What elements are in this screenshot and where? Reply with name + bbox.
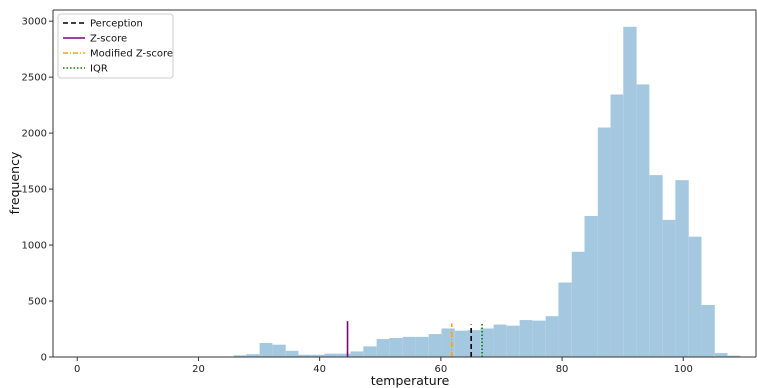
- plot-axes: [52, 9, 757, 358]
- histogram-bar: [428, 334, 442, 357]
- histogram-bar: [623, 26, 637, 358]
- threshold-lines: [346, 321, 483, 357]
- y-tick-label: 2500: [22, 73, 47, 84]
- histogram-bar: [285, 350, 299, 357]
- y-axis-ticks: 0 500 1000 1500 2000 2500 3000: [22, 17, 53, 364]
- histogram-bar: [272, 344, 286, 357]
- histogram-bar: [480, 328, 494, 357]
- y-tick-label: 1500: [22, 185, 47, 196]
- legend-label-z-score: Z-score: [90, 34, 127, 45]
- legend-label-perception: Perception: [90, 19, 143, 30]
- x-tick-label: 60: [434, 364, 447, 375]
- histogram-bar: [259, 343, 273, 357]
- y-tick-label: 0: [41, 353, 47, 364]
- histogram-bar: [441, 328, 455, 357]
- histogram-bar: [519, 320, 533, 357]
- histogram-bar: [649, 175, 663, 357]
- histogram-bar: [675, 180, 689, 357]
- x-axis-ticks: 0 20 40 60 80 100: [74, 357, 693, 375]
- histogram-bars: [233, 26, 741, 358]
- histogram-bar: [662, 219, 676, 357]
- histogram-bar: [233, 355, 247, 357]
- legend-label-iqr: IQR: [90, 64, 108, 75]
- y-tick-label: 1000: [22, 241, 47, 252]
- histogram-bar: [467, 330, 481, 357]
- histogram-bar: [532, 320, 546, 357]
- x-tick-label: 20: [192, 364, 205, 375]
- histogram-bar: [610, 94, 624, 357]
- histogram-bar: [584, 215, 598, 357]
- histogram-bar: [350, 351, 364, 357]
- histogram-bar: [545, 316, 559, 357]
- legend-label-modified-z-score: Modified Z-score: [90, 49, 173, 60]
- histogram-bar: [688, 236, 702, 357]
- histogram-bar: [714, 353, 728, 357]
- y-tick-label: 500: [28, 297, 47, 308]
- histogram-bar: [701, 304, 715, 357]
- histogram-bar: [454, 330, 468, 357]
- histogram-bar: [363, 346, 377, 357]
- histogram-bar: [389, 337, 403, 357]
- histogram-bar: [337, 353, 351, 357]
- histogram-bar: [597, 127, 611, 357]
- histogram-bar: [298, 354, 312, 357]
- y-tick-label: 2000: [22, 129, 47, 140]
- histogram-bar: [558, 282, 572, 357]
- histogram-bar: [246, 354, 260, 357]
- x-tick-label: 100: [674, 364, 693, 375]
- histogram-bar: [376, 339, 390, 357]
- histogram-bar: [636, 84, 650, 357]
- histogram-bar: [571, 251, 585, 357]
- legend-frame: [57, 13, 174, 79]
- histogram-bar: [727, 355, 741, 357]
- histogram-bar: [415, 336, 429, 357]
- x-tick-label: 80: [556, 364, 569, 375]
- x-axis-label: temperature: [371, 373, 450, 388]
- x-tick-label: 40: [313, 364, 326, 375]
- legend: Perception Z-score Modified Z-score IQR: [57, 13, 174, 79]
- y-axis-label: frequency: [7, 151, 22, 214]
- y-tick-label: 3000: [22, 17, 47, 28]
- histogram-bar: [402, 336, 416, 357]
- histogram-bar: [311, 354, 325, 357]
- histogram-bar: [493, 324, 507, 357]
- histogram-bar: [324, 353, 338, 357]
- histogram-bar: [506, 325, 520, 357]
- x-tick-label: 0: [74, 364, 80, 375]
